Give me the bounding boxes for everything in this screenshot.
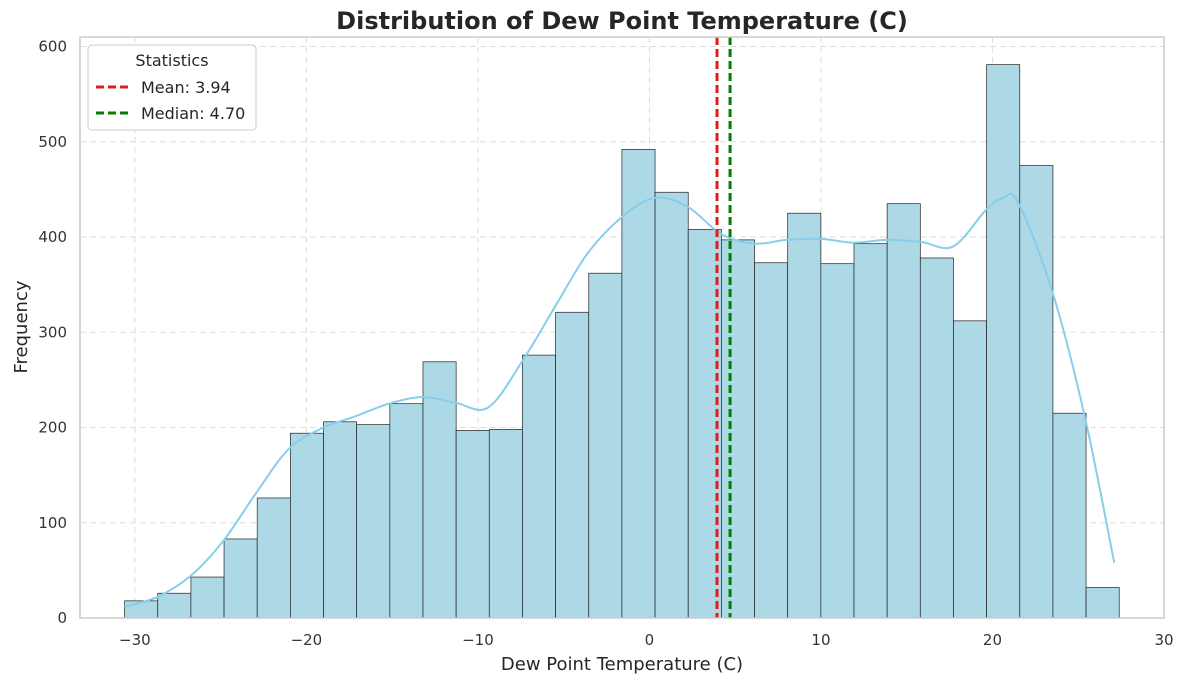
histogram-bar [455, 430, 490, 619]
reference-lines [715, 37, 732, 618]
histogram-bar [986, 64, 1021, 619]
histogram-bar [919, 257, 954, 619]
x-tick-label: −10 [462, 631, 494, 649]
x-tick-label: 30 [1154, 631, 1173, 649]
histogram-bar [953, 320, 987, 619]
y-tick-label: 100 [38, 514, 67, 532]
y-tick-label: 200 [38, 419, 67, 437]
plot-frame [79, 36, 1165, 619]
x-tick-label: 10 [811, 631, 830, 649]
legend-median-label: Median: 4.70 [141, 104, 245, 123]
chart-title: Distribution of Dew Point Temperature (C… [336, 7, 908, 35]
histogram-bar [389, 403, 424, 619]
histogram-bar [654, 191, 689, 619]
histogram-bar [356, 424, 391, 619]
y-tick-label: 400 [38, 228, 67, 246]
y-tick-label: 0 [57, 609, 67, 627]
x-tick-label: −30 [119, 631, 151, 649]
histogram-bars [124, 64, 1120, 619]
histogram-bar [555, 311, 590, 619]
x-tick-label: 0 [645, 631, 655, 649]
histogram-bar [721, 239, 755, 619]
y-axis-ticks: 0 100 200 300 400 500 600 [38, 38, 67, 627]
histogram-bar [1085, 587, 1120, 619]
histogram-bar [256, 497, 291, 619]
histogram-bar [886, 203, 921, 619]
x-axis-label: Dew Point Temperature (C) [501, 654, 743, 675]
histogram-bar [488, 429, 523, 619]
histogram-bar [588, 272, 623, 619]
histogram-bar [1019, 165, 1054, 619]
histogram-bar [853, 243, 888, 619]
y-tick-label: 300 [38, 323, 67, 341]
legend-mean-label: Mean: 3.94 [141, 78, 231, 97]
histogram-bar [323, 421, 358, 619]
histogram-bar [621, 149, 656, 619]
y-axis-label: Frequency [11, 280, 32, 373]
histogram-bar [522, 354, 556, 619]
y-tick-label: 600 [38, 38, 67, 56]
legend-box [87, 44, 257, 131]
histogram-bar [290, 432, 324, 619]
legend-title: Statistics [135, 51, 208, 70]
y-tick-label: 500 [38, 133, 67, 151]
histogram-bar [820, 263, 855, 619]
histogram-bar [157, 592, 192, 619]
kde-line [124, 192, 1116, 608]
histogram-bar [422, 361, 457, 619]
histogram-bar [787, 212, 822, 619]
x-axis-ticks: −30 −20 −10 0 10 20 30 [119, 631, 1173, 649]
histogram-bar [223, 538, 258, 619]
histogram-bar [190, 576, 225, 619]
histogram-bar [1052, 412, 1087, 619]
legend: Statistics Mean: 3.94 Median: 4.70 [87, 44, 257, 131]
histogram-bar [754, 262, 789, 619]
x-tick-label: −20 [291, 631, 323, 649]
x-tick-label: 20 [983, 631, 1002, 649]
